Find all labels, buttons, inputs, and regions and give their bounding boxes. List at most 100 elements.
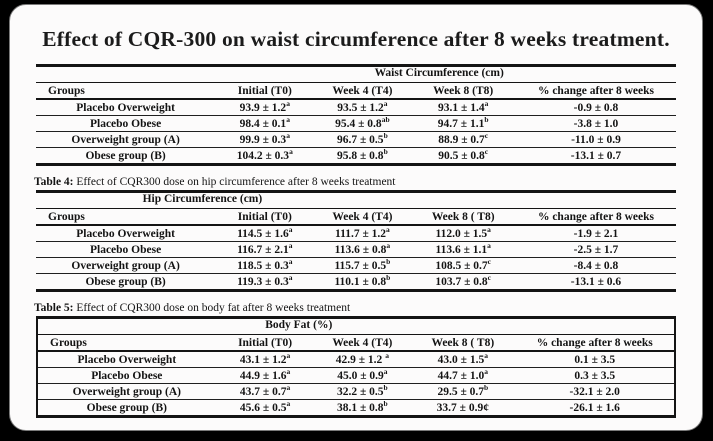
- value-cell: 33.7 ± 0.9¢: [436, 401, 489, 414]
- group-cell: Obese group (B): [85, 275, 166, 288]
- significance-superscript: b: [383, 130, 388, 140]
- group-cell: Placebo Overweight: [37, 351, 216, 368]
- bodyfat-table-section: Table 5: Effect of CQR300 dose on body f…: [10, 302, 702, 418]
- value-cell: 44.9 ± 1.6a: [215, 367, 315, 384]
- value-cell: 32.2 ± 0.5b: [314, 382, 411, 400]
- value-cell: -2.5 ± 1.7: [515, 241, 676, 258]
- value-cell: 45.0 ± 0.9a: [314, 367, 411, 384]
- significance-superscript: b: [386, 256, 391, 266]
- significance-superscript: b: [386, 272, 391, 282]
- significance-superscript: a: [484, 350, 488, 360]
- value-cell: 110.1 ± 0.8b: [334, 272, 391, 288]
- significance-superscript: b: [484, 114, 489, 124]
- value-cell: 96.7 ± 0.5b: [314, 130, 411, 148]
- table-span-header: Hip Circumference (cm): [142, 193, 263, 205]
- group-cell: Placebo Obese: [37, 367, 216, 384]
- column-header: Initial (T0): [215, 82, 315, 100]
- group-cell: Overweight group (A): [36, 131, 216, 148]
- report-card: Effect of CQR-300 on waist circumference…: [9, 4, 703, 431]
- table-span-header: Body Fat (%): [265, 319, 333, 331]
- value-cell: -8.4 ± 0.8: [515, 257, 676, 274]
- significance-superscript: a: [289, 146, 293, 156]
- bodyfat-table-caption-text: Effect of CQR300 dose on body fat after …: [76, 302, 351, 314]
- value-cell: 29.5 ± 0.7b: [410, 382, 516, 400]
- significance-superscript: a: [286, 382, 291, 392]
- value-cell: 93.1 ± 1.4a: [410, 99, 516, 116]
- table-span-header: Waist Circumference (cm): [374, 67, 504, 79]
- value-cell: 99.9 ± 0.3a: [215, 131, 315, 148]
- table-row: Placebo Obese 44.9 ± 1.6a 45.0 ± 0.9a 44.7 …: [37, 367, 675, 384]
- value-cell: 114.5 ± 1.6a: [215, 224, 315, 242]
- significance-superscript: a: [386, 240, 391, 250]
- significance-superscript: b: [383, 398, 388, 408]
- significance-superscript: a: [487, 240, 491, 250]
- significance-superscript: b: [383, 146, 388, 156]
- table-row: Placebo Obese 98.4 ± 0.1a 95.4 ± 0.8ab 94.7…: [36, 114, 676, 132]
- value-cell: 43.1 ± 1.2a: [215, 351, 315, 368]
- hip-circumference-table: Hip Circumference (cm) Groups Initial (T0)…: [36, 190, 676, 292]
- significance-superscript: c: [487, 256, 491, 266]
- group-cell: Overweight group (A): [37, 383, 216, 400]
- value-cell: 93.5 ± 1.2a: [314, 98, 411, 116]
- table-row: Obese group (B) 119.3 ± 0.3a 110.1 ± 0.8b 1…: [36, 272, 676, 291]
- value-cell: 43.7 ± 0.7a: [215, 382, 315, 400]
- table-row: Placebo Overweight 93.9 ± 1.2a 93.5 ± 1.2a…: [36, 99, 676, 116]
- significance-superscript: a: [484, 98, 489, 108]
- value-cell: 118.5 ± 0.3a: [215, 257, 315, 274]
- waist-table-section: Waist Circumference (cm) Groups Initial (T…: [36, 64, 676, 166]
- value-cell: 119.3 ± 0.3a: [237, 272, 293, 288]
- column-header: Week 8 ( T8): [410, 208, 516, 226]
- value-cell: 45.6 ± 0.5a: [239, 398, 291, 414]
- column-header: % change after 8 weeks: [515, 82, 676, 100]
- significance-superscript: a: [286, 114, 290, 124]
- group-cell: Obese group (B): [86, 401, 167, 414]
- value-cell: 113.6 ± 0.8a: [314, 240, 411, 258]
- value-cell: 103.7 ± 0.8c: [435, 272, 491, 288]
- significance-superscript: a: [386, 224, 390, 234]
- group-cell: Placebo Overweight: [36, 99, 216, 116]
- value-cell: 104.2 ± 0.3a: [236, 146, 293, 162]
- significance-superscript: c: [484, 146, 489, 156]
- significance-superscript: a: [487, 224, 491, 234]
- table-row: Placebo Obese 116.7 ± 2.1a 113.6 ± 0.8a 113…: [36, 240, 676, 258]
- table-span-header-cell: Hip Circumference (cm): [36, 191, 676, 209]
- value-cell: 95.8 ± 0.8b: [337, 146, 388, 162]
- value-cell: 43.0 ± 1.5a: [410, 350, 516, 368]
- group-cell: Placebo Obese: [36, 115, 216, 132]
- value-cell: 95.4 ± 0.8ab: [314, 115, 411, 132]
- table-span-header-cell: Body Fat (%): [37, 317, 675, 335]
- value-cell: 42.9 ± 1.2 a: [314, 351, 411, 368]
- column-header: Initial (T0): [215, 334, 315, 352]
- column-header: Groups: [36, 208, 216, 226]
- value-cell: -32.1 ± 2.0: [515, 383, 675, 400]
- group-cell: Placebo Overweight: [36, 225, 216, 242]
- value-cell: 90.5 ± 0.8c: [438, 146, 489, 162]
- value-cell: 0.3 ± 3.5: [515, 367, 675, 384]
- value-cell: -0.9 ± 0.8: [515, 99, 676, 116]
- column-header: Week 8 ( T8): [410, 334, 516, 352]
- column-header: % change after 8 weeks: [515, 334, 675, 352]
- significance-superscript: b: [383, 382, 388, 392]
- value-cell: 38.1 ± 0.8b: [336, 398, 388, 414]
- group-cell: Obese group (B): [85, 149, 166, 162]
- table-row: Overweight group (A) 43.7 ± 0.7a 32.2 ± 0.…: [37, 382, 675, 400]
- value-cell: 0.1 ± 3.5: [515, 351, 675, 368]
- table-row: Overweight group (A) 118.5 ± 0.3a 115.7 ± …: [36, 256, 676, 274]
- bodyfat-table-caption: Table 5: Effect of CQR300 dose on body f…: [34, 302, 678, 314]
- significance-superscript: a: [288, 224, 293, 234]
- group-cell: Overweight group (A): [36, 257, 216, 274]
- table-row: Placebo Overweight 43.1 ± 1.2a 42.9 ± 1.2 …: [37, 351, 675, 368]
- value-cell: 93.9 ± 1.2a: [215, 99, 315, 116]
- significance-superscript: b: [484, 382, 489, 392]
- page-title: Effect of CQR-300 on waist circumference…: [42, 27, 670, 51]
- value-cell: 44.7 ± 1.0a: [410, 367, 516, 384]
- column-header: % change after 8 weeks: [515, 208, 676, 226]
- value-cell: 112.0 ± 1.5a: [410, 225, 516, 242]
- column-header: Initial (T0): [215, 208, 315, 226]
- hip-table-section: Table 4: Effect of CQR300 dose on hip ci…: [10, 176, 702, 292]
- column-header: Week 4 (T4): [314, 334, 411, 352]
- column-header: Week 8 (T8): [410, 82, 516, 100]
- significance-superscript: a: [383, 98, 388, 108]
- table-row: Obese group (B) 104.2 ± 0.3a 95.8 ± 0.8b 90…: [36, 146, 676, 165]
